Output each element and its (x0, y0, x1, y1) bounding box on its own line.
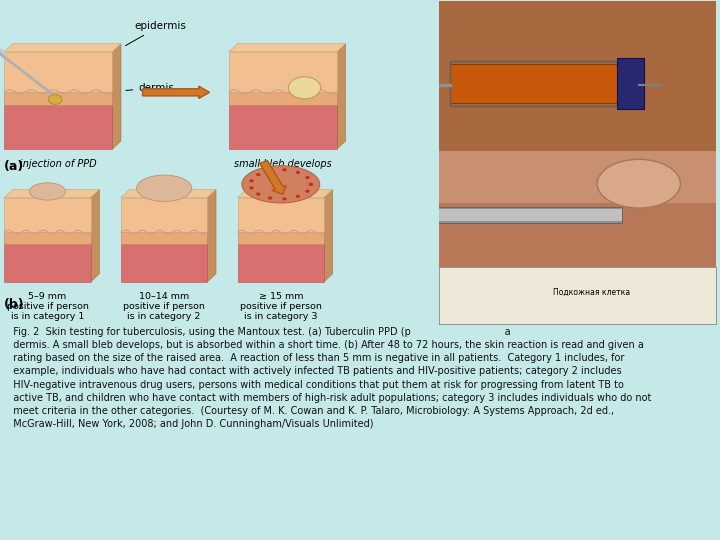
Ellipse shape (309, 183, 313, 186)
Bar (121, 232, 207, 244)
Polygon shape (337, 44, 346, 149)
Text: epidermis: epidermis (125, 21, 186, 45)
Bar (433, 207, 622, 223)
Ellipse shape (256, 173, 261, 176)
Bar (229, 92, 337, 105)
Polygon shape (229, 44, 346, 52)
Ellipse shape (296, 195, 300, 198)
Bar (4, 92, 112, 105)
Bar (121, 198, 207, 232)
Ellipse shape (249, 186, 253, 190)
Polygon shape (121, 190, 216, 198)
Ellipse shape (249, 179, 253, 183)
Polygon shape (207, 190, 216, 282)
Ellipse shape (268, 197, 272, 200)
Bar (229, 105, 337, 149)
Polygon shape (91, 190, 99, 282)
Text: 5–9 mm
positive if person
is in category 1: 5–9 mm positive if person is in category… (6, 292, 89, 321)
Polygon shape (112, 44, 121, 149)
Ellipse shape (305, 190, 310, 193)
Bar (238, 198, 324, 232)
Ellipse shape (289, 77, 321, 99)
Bar (229, 52, 337, 92)
Polygon shape (324, 190, 333, 282)
Text: ≥ 15 mm
positive if person
is in category 3: ≥ 15 mm positive if person is in categor… (240, 292, 322, 321)
Text: Fig. 2  Skin testing for tuberculosis, using the Mantoux test. (a) Tuberculin PP: Fig. 2 Skin testing for tuberculosis, us… (7, 327, 652, 429)
Bar (433, 209, 622, 221)
Bar (450, 64, 622, 103)
Ellipse shape (242, 166, 320, 203)
Ellipse shape (48, 94, 62, 104)
Text: (b): (b) (4, 298, 25, 311)
Ellipse shape (268, 169, 272, 172)
Bar (616, 58, 644, 109)
Bar (4, 232, 91, 244)
Bar (4, 105, 112, 149)
Bar (4, 52, 112, 92)
FancyArrow shape (260, 161, 286, 194)
Ellipse shape (309, 183, 313, 186)
Ellipse shape (282, 197, 287, 200)
Bar (238, 232, 324, 244)
Text: (a): (a) (4, 160, 24, 173)
Text: 10–14 mm
positive if person
is in category 2: 10–14 mm positive if person is in catego… (123, 292, 205, 321)
Polygon shape (4, 190, 99, 198)
Ellipse shape (30, 183, 66, 200)
Ellipse shape (296, 171, 300, 174)
Text: injection of PPD: injection of PPD (20, 159, 96, 169)
FancyArrow shape (143, 86, 210, 98)
Ellipse shape (597, 159, 680, 208)
Bar (121, 244, 207, 282)
Text: Подкожная клетка: Подкожная клетка (553, 288, 630, 298)
Ellipse shape (137, 175, 192, 201)
Polygon shape (238, 190, 333, 198)
Bar (4, 198, 91, 232)
Ellipse shape (305, 176, 310, 179)
Bar (439, 151, 716, 204)
Polygon shape (4, 44, 121, 52)
Bar (450, 61, 622, 106)
Bar (4, 244, 91, 282)
Ellipse shape (256, 192, 261, 195)
Text: small bleb develops: small bleb develops (234, 159, 332, 169)
Text: dermis: dermis (126, 83, 174, 93)
Ellipse shape (282, 168, 287, 172)
Bar (238, 244, 324, 282)
